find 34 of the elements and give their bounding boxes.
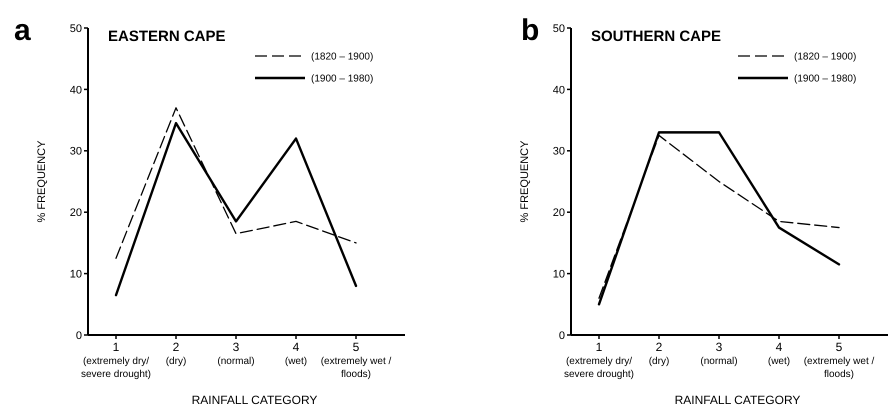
y-tick-label: 20 xyxy=(552,207,565,220)
legend-label: (1820 – 1900) xyxy=(794,52,856,62)
x-tick-label: 2 (dry) xyxy=(648,340,670,367)
legend-label: (1900 – 1980) xyxy=(311,74,374,84)
chart-title: EASTERN CAPE xyxy=(108,28,226,45)
y-tick-label: 50 xyxy=(70,22,82,35)
y-tick-label: 40 xyxy=(70,84,82,96)
x-tick-label: 1 (extremely dry/ severe drought) xyxy=(80,340,152,380)
y-axis-title: % FREQUENCY xyxy=(519,140,531,222)
text: b xyxy=(521,14,540,47)
y-tick-label: 20 xyxy=(70,207,82,220)
y-tick-label: 0 xyxy=(558,330,565,342)
x-axis-title: RAINFALL CATEGORY xyxy=(674,393,800,407)
x-tick-label: 5 (extremely wet / floods) xyxy=(320,340,392,380)
y-tick-label: 10 xyxy=(70,268,82,280)
x-tick-label: 3 (normal) xyxy=(217,340,255,367)
x-tick-label: 4 (wet) xyxy=(284,340,308,367)
text: a xyxy=(14,14,31,47)
y-tick-label: 50 xyxy=(552,22,565,35)
legend-label: (1820 – 1900) xyxy=(311,52,374,62)
y-tick-label: 30 xyxy=(70,146,82,158)
x-tick-label: 3 (normal) xyxy=(700,340,738,367)
y-tick-label: 0 xyxy=(76,330,82,342)
x-tick-label: 2 (dry) xyxy=(166,340,186,367)
y-tick-label: 40 xyxy=(552,84,565,96)
x-tick-label: 5 (extremely wet / floods) xyxy=(804,340,875,380)
legend-label: (1900 – 1980) xyxy=(794,74,856,84)
x-axis-title: RAINFALL CATEGORY xyxy=(192,393,318,407)
x-tick-label: 1 (extremely dry/ severe drought) xyxy=(564,340,634,380)
y-tick-label: 10 xyxy=(552,268,565,280)
x-tick-label: 4 (wet) xyxy=(768,340,790,367)
chart-title: SOUTHERN CAPE xyxy=(591,28,722,45)
y-tick-label: 30 xyxy=(552,146,565,158)
y-axis-title: % FREQUENCY xyxy=(36,140,48,222)
